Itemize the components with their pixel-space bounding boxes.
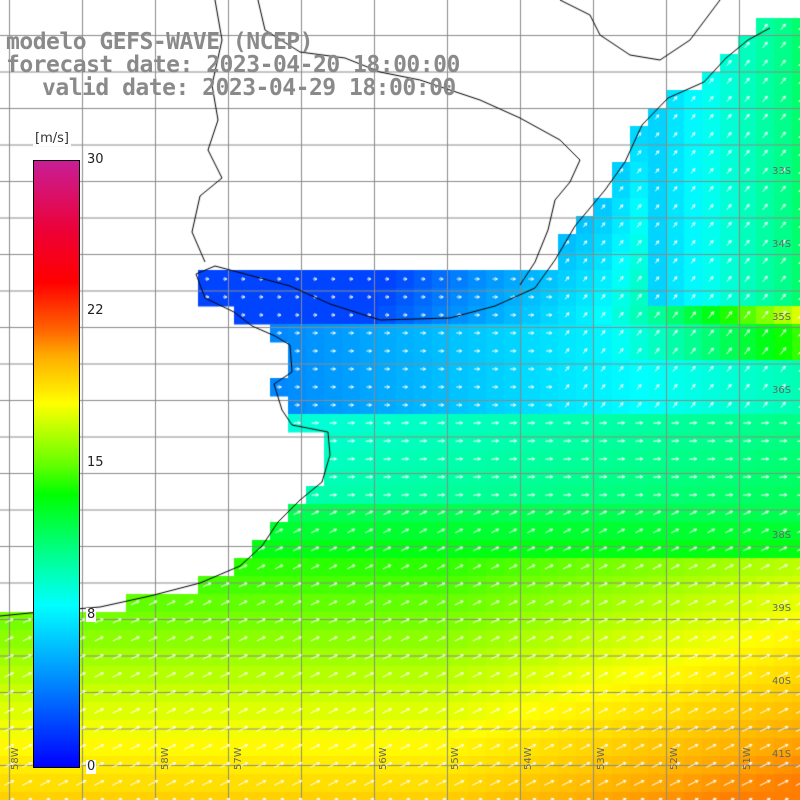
colorbar-tick-8: 8 [86,607,97,622]
lat-label: 40S [772,676,792,687]
forecast-date: forecast date: 2023-04-20 18:00:00 [6,52,460,78]
lon-label: 58W [160,747,171,770]
lon-label: 55W [450,747,461,770]
lon-label: 53W [596,747,607,770]
lat-label: 41S [772,749,792,760]
colorbar-tick-0: 0 [86,759,97,774]
colorbar-tick-22: 22 [86,303,105,318]
lat-label: 34S [772,239,792,250]
lon-label: 54W [523,747,534,770]
colorbar-tick-15: 15 [86,455,105,470]
lon-label: 58W [10,747,21,770]
model-title: modelo GEFS-WAVE (NCEP) [6,29,314,55]
lat-label: 38S [772,530,792,541]
valid-date: valid date: 2023-04-29 18:00:00 [42,75,456,101]
colorbar-unit: [m/s] [33,131,71,146]
lat-label: 35S [772,312,792,323]
lat-label: 39S [772,603,792,614]
lat-label: 36S [772,385,792,396]
colorbar [33,160,80,768]
colorbar-tick-30: 30 [86,152,105,167]
lon-label: 52W [669,747,680,770]
lon-label: 56W [378,747,389,770]
lon-label: 51W [742,747,753,770]
lon-label: 57W [233,747,244,770]
lat-label: 33S [772,166,792,177]
